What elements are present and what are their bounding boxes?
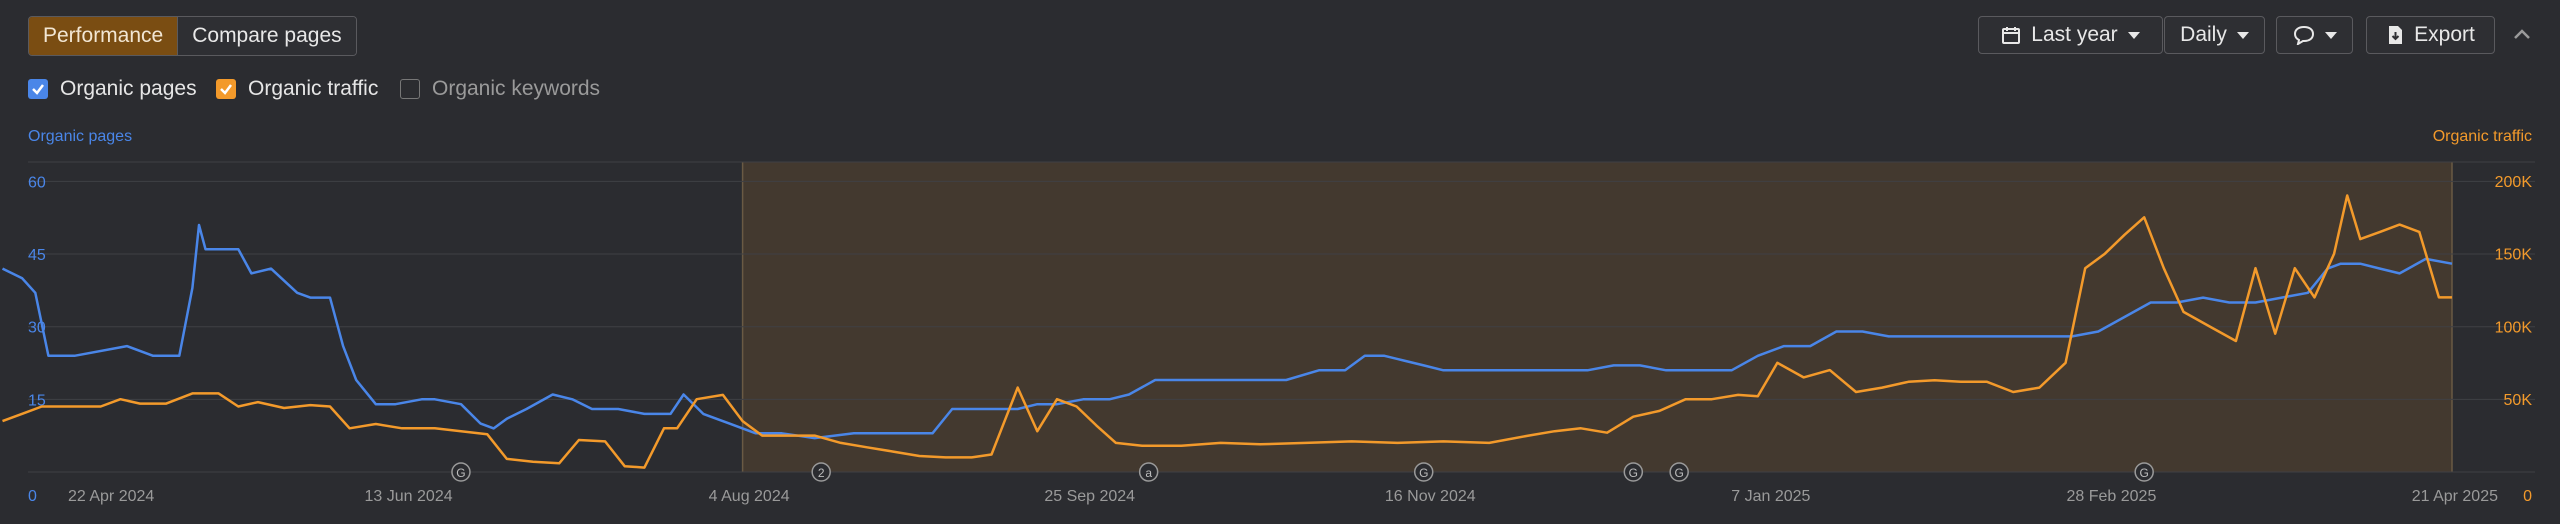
annotation-marker-label: G [2140, 466, 2149, 480]
export-label: Export [2414, 23, 2475, 46]
check-icon [220, 84, 232, 95]
x-tick-label: 16 Nov 2024 [1385, 488, 1476, 505]
x-tick-label: 22 Apr 2024 [68, 488, 154, 505]
x-tick-label: 21 Apr 2025 [2412, 488, 2498, 505]
annotation-marker-label: G [1419, 466, 1428, 480]
x-tick-label: 13 Jun 2024 [365, 488, 453, 505]
checkbox-organic-traffic[interactable] [216, 79, 236, 99]
x-tick-label: 28 Feb 2025 [2066, 488, 2156, 505]
left-tick-label: 45 [28, 247, 46, 264]
organic-traffic-label: Organic traffic [248, 77, 379, 100]
checkbox-organic-pages[interactable] [28, 79, 48, 99]
tab-compare-pages[interactable]: Compare pages [178, 17, 356, 55]
x-tick-label: 25 Sep 2024 [1044, 488, 1135, 505]
chevron-down-icon [2127, 31, 2140, 39]
tab-performance[interactable]: Performance [29, 17, 179, 55]
interval-dropdown[interactable]: Daily [2164, 16, 2265, 54]
collapse-icon[interactable] [2510, 24, 2534, 44]
left-tick-label: 60 [28, 174, 46, 191]
annotation-marker [1623, 462, 1644, 482]
organic-pages-line [1, 223, 2453, 440]
view-switch: Performance Compare pages [28, 16, 357, 56]
annotation-marker-label: 2 [818, 466, 825, 480]
annotation-marker [2134, 462, 2154, 482]
annotation-marker [1669, 462, 1689, 482]
annotation-marker [451, 462, 471, 482]
annotation-marker [811, 462, 831, 482]
legend-organic-traffic[interactable]: Organic traffic [216, 76, 378, 102]
x-tick-label: 7 Jan 2025 [1731, 488, 1810, 505]
date-range-label: Last year [2031, 23, 2118, 46]
annotation-marker [1138, 462, 1159, 482]
organic-traffic-line [2, 194, 2452, 469]
toolbar: Performance Compare pages Last year Dail… [0, 0, 2560, 145]
export-button[interactable]: Export [2366, 16, 2495, 54]
x-tick-label: 4 Aug 2024 [709, 488, 790, 505]
export-icon [2389, 26, 2403, 44]
chevron-down-icon [2324, 31, 2337, 39]
right-tick-label: 100K [2495, 319, 2533, 336]
annotation-marker [1413, 462, 1434, 482]
comment-icon [2293, 25, 2314, 45]
right-tick-label: 150K [2495, 247, 2533, 264]
checkbox-organic-keywords[interactable] [400, 79, 420, 99]
date-range-dropdown[interactable]: Last year [1978, 16, 2163, 54]
annotations-dropdown[interactable] [2276, 16, 2353, 54]
left-tick-label: 15 [28, 392, 46, 409]
interval-label: Daily [2180, 23, 2227, 46]
left-axis-title: Organic pages [28, 128, 133, 145]
annotation-marker-label: G [456, 466, 465, 480]
right-tick-label: 50K [2504, 392, 2533, 409]
annotation-marker-label: a [1145, 466, 1152, 480]
highlight-band [742, 162, 2452, 472]
left-tick-label: 0 [28, 488, 37, 505]
legend-organic-keywords[interactable]: Organic keywords [400, 76, 600, 102]
organic-keywords-label: Organic keywords [432, 77, 601, 100]
chevron-down-icon [2236, 31, 2249, 39]
annotation-marker-label: G [1674, 466, 1683, 480]
right-axis-title: Organic traffic [2432, 128, 2532, 145]
annotation-marker-label: G [1629, 466, 1638, 480]
check-icon [32, 84, 44, 95]
calendar-icon [2002, 27, 2021, 44]
right-tick-label: 200K [2495, 174, 2533, 191]
legend-organic-pages[interactable]: Organic pages [28, 76, 197, 102]
right-tick-label: 0 [2523, 488, 2532, 505]
organic-pages-label: Organic pages [60, 77, 197, 100]
